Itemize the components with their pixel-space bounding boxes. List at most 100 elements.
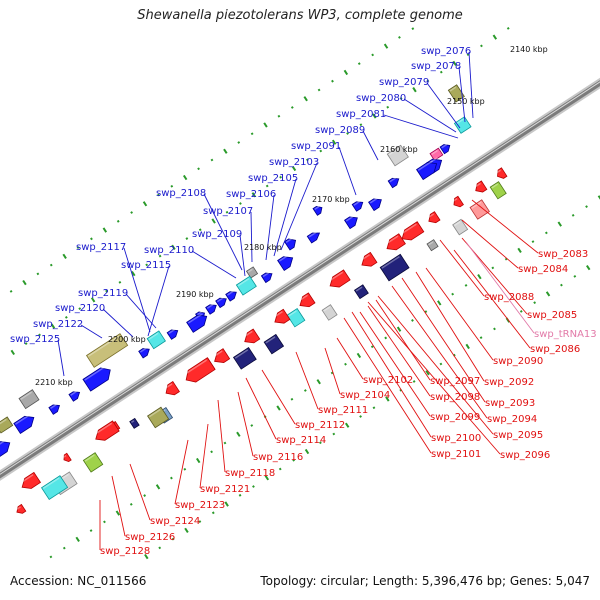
plus-feature-1-shine <box>455 118 465 125</box>
leader-swp_2116 <box>237 391 254 457</box>
plus-feature-5-shine <box>417 160 433 171</box>
guide-dot <box>170 476 173 480</box>
plus-feature-28-shape <box>82 367 111 392</box>
gene-label-swp_2079: swp_2079 <box>379 77 429 88</box>
gene-label-swp_2083: swp_2083 <box>538 249 588 260</box>
plus-feature-5-shape <box>416 162 438 181</box>
guide-dot <box>439 362 443 366</box>
plus-feature-29-shape <box>68 391 81 402</box>
gene-label-swp_2099: swp_2099 <box>430 412 480 423</box>
guide-dot <box>10 349 15 356</box>
plus-feature-22-shape <box>186 314 208 333</box>
plus-feature-34-shape <box>0 441 11 459</box>
guide-dot <box>130 211 134 214</box>
plus-feature-14 <box>277 254 294 272</box>
minus-feature-33-shape <box>40 475 69 500</box>
guide-dot <box>223 441 227 445</box>
gene-label-swp_2114: swp_2114 <box>276 435 326 446</box>
gene-label-swp_2120: swp_2120 <box>55 303 105 314</box>
minus-feature-24-shape <box>165 380 180 396</box>
plus-feature-2 <box>439 143 451 155</box>
minus-feature-3 <box>469 199 490 220</box>
plus-feature-18-shape <box>225 291 237 302</box>
plus-feature-10 <box>344 215 358 230</box>
leader-swp_2076 <box>468 51 474 119</box>
leader-swp_2084 <box>461 219 519 269</box>
minus-feature-0-shape <box>497 167 508 179</box>
map-title: Shewanella piezotolerans WP3, complete g… <box>137 8 463 23</box>
guide-dot <box>571 213 575 217</box>
guide-dot <box>319 149 323 153</box>
guide-dot <box>252 485 255 488</box>
guide-dot <box>425 370 430 376</box>
leader-swp_tRNA13 <box>465 241 535 334</box>
plus-feature-25-shape <box>138 348 150 359</box>
guide-dot <box>399 97 403 100</box>
minus-feature-27 <box>129 417 140 429</box>
gene-label-swp_2101: swp_2101 <box>431 449 481 460</box>
leader-swp_2105 <box>273 178 297 257</box>
guide-dot <box>344 422 350 428</box>
gene-label-swp_2089: swp_2089 <box>315 125 365 136</box>
minus-feature-20-shine <box>234 349 249 359</box>
guide-dot <box>290 106 294 109</box>
gene-label-swp_2103: swp_2103 <box>269 157 319 168</box>
plus-feature-21-shine <box>196 311 202 316</box>
genome-summary-text: Topology: circular; Length: 5,396,476 bp… <box>260 574 590 588</box>
minus-feature-10-shine <box>381 256 400 269</box>
guide-dot <box>346 132 349 135</box>
plus-feature-8 <box>368 197 382 212</box>
guide-dot <box>292 458 296 462</box>
minus-feature-9-shine <box>384 235 399 245</box>
leader-swp_2081 <box>383 114 459 139</box>
ruler-label: 2160 kbp <box>380 145 418 154</box>
guide-dot <box>506 26 510 30</box>
minus-feature-8 <box>400 221 425 241</box>
leader-swp_2078 <box>458 66 466 123</box>
minus-feature-4-shape <box>453 195 464 208</box>
plus-feature-23-shine <box>168 328 176 335</box>
guide-dot <box>316 379 321 385</box>
minus-feature-11-shine <box>359 254 370 262</box>
guide-dot <box>479 336 483 340</box>
gene-label-swp_2110: swp_2110 <box>144 245 194 256</box>
minus-feature-7-shine <box>428 241 434 246</box>
plus-feature-18-shine <box>226 290 234 296</box>
minus-feature-6-shape <box>428 211 441 224</box>
guide-dot <box>239 202 242 205</box>
minus-feature-7 <box>426 239 439 252</box>
minus-feature-1-shape <box>489 181 507 200</box>
plus-feature-2-shine <box>441 143 448 149</box>
guide-dot <box>78 307 82 310</box>
plus-feature-6-shine <box>388 147 401 156</box>
guide-dot <box>356 352 362 359</box>
guide-dot <box>90 297 96 303</box>
backbone-line <box>0 80 600 479</box>
guide-dot <box>103 520 106 524</box>
guide-dot <box>236 431 241 437</box>
plus-feature-28 <box>82 365 111 392</box>
gene-label-swp_2122: swp_2122 <box>33 319 83 330</box>
gene-label-swp_tRNA13: swp_tRNA13 <box>534 329 597 340</box>
plus-feature-30-shape <box>48 404 60 415</box>
leader-swp_2107 <box>250 211 253 263</box>
plus-feature-13-shape <box>283 238 297 251</box>
minus-feature-24-shine <box>164 383 173 390</box>
guide-dot <box>210 158 214 162</box>
plus-feature-20-shine <box>206 303 214 309</box>
minus-feature-35-shine <box>15 506 21 511</box>
guide-dot <box>411 319 414 322</box>
guide-dot <box>493 327 496 331</box>
ruler-label: 2200 kbp <box>108 335 146 344</box>
label-leader-layer <box>57 51 539 550</box>
leader-swp_2114 <box>245 377 277 440</box>
minus-feature-20-shape <box>232 346 257 370</box>
minus-feature-7-shape <box>426 239 439 252</box>
guide-dot <box>76 246 80 249</box>
plus-feature-7-shine <box>389 177 397 183</box>
gene-label-swp_2076: swp_2076 <box>421 46 471 57</box>
minus-feature-34 <box>20 471 42 489</box>
plus-feature-31 <box>18 389 40 410</box>
minus-feature-24 <box>164 380 180 396</box>
minus-feature-31 <box>63 452 72 463</box>
